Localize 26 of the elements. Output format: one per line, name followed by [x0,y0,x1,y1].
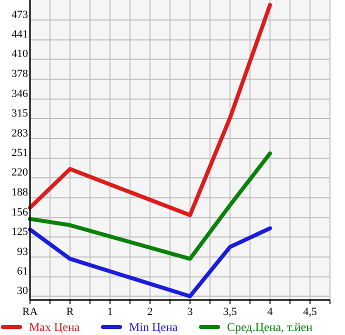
legend-label: Сред.Цена, т.йен [227,320,314,334]
y-tick-label: 188 [12,186,28,199]
x-tick-label: 4 [267,306,274,318]
legend-label: Min Цена [129,320,178,334]
y-tick-label: 156 [12,206,28,218]
y-tick-label: 441 [12,28,28,41]
x-tick-label: 1 [107,306,113,318]
x-tick-label: 2 [147,306,153,318]
y-tick-label: 378 [12,68,28,80]
y-tick-label: 251 [12,147,28,160]
y-tick-label: 283 [12,127,28,140]
y-tick-label: 346 [12,88,28,100]
y-tick-label: 410 [12,48,28,60]
y-tick-label: 125 [12,226,28,238]
x-tick-label: 4,5 [303,306,318,318]
y-tick-label: 61 [17,266,28,278]
x-tick-label: 3 [187,306,194,318]
x-tick-label: 3,5 [223,306,238,318]
y-tick-label: 315 [12,107,28,120]
y-tick-label: 220 [12,166,28,179]
y-tick-label: 93 [17,246,28,258]
legend-label: Max Цена [29,320,80,334]
y-tick-label: 30 [17,285,28,298]
x-tick-label: R [66,306,74,318]
y-tick-label: 473 [12,8,28,21]
x-tick-label: RA [22,306,38,318]
